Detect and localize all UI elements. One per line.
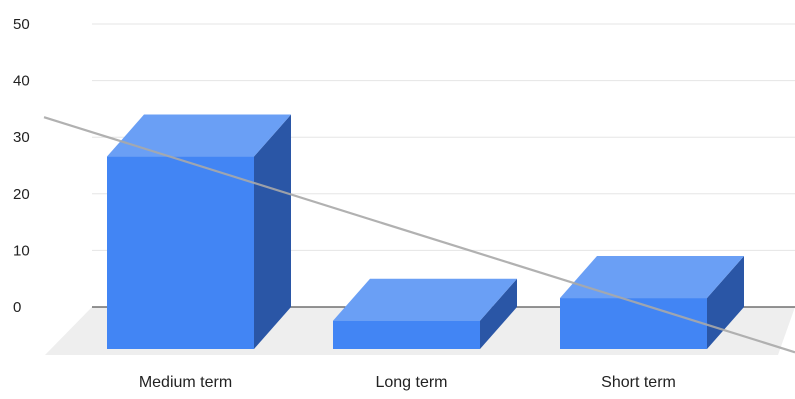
bar-side-face [254, 114, 291, 349]
bar-top-face [333, 278, 517, 321]
bar-front-face [560, 298, 707, 349]
y-tick-label: 30 [13, 129, 30, 146]
bar-front-face [333, 320, 480, 349]
bar-short-term [560, 256, 744, 349]
y-tick-label: 0 [13, 299, 21, 316]
trendline [43, 116, 795, 354]
bar-side-face [480, 278, 517, 349]
x-tick-label: Short term [601, 374, 676, 391]
x-tick-label: Medium term [139, 374, 232, 391]
bar-long-term [333, 278, 517, 349]
y-tick-label: 20 [13, 186, 30, 203]
bar-medium-term [107, 114, 291, 349]
y-tick-label: 50 [13, 16, 30, 33]
y-tick-label: 40 [13, 73, 30, 90]
bar-front-face [107, 156, 254, 349]
y-tick-label: 10 [13, 242, 30, 259]
bar-top-face [107, 114, 291, 157]
bar-side-face [707, 256, 744, 349]
x-tick-label: Long term [375, 374, 447, 391]
bar-top-face [560, 256, 744, 299]
